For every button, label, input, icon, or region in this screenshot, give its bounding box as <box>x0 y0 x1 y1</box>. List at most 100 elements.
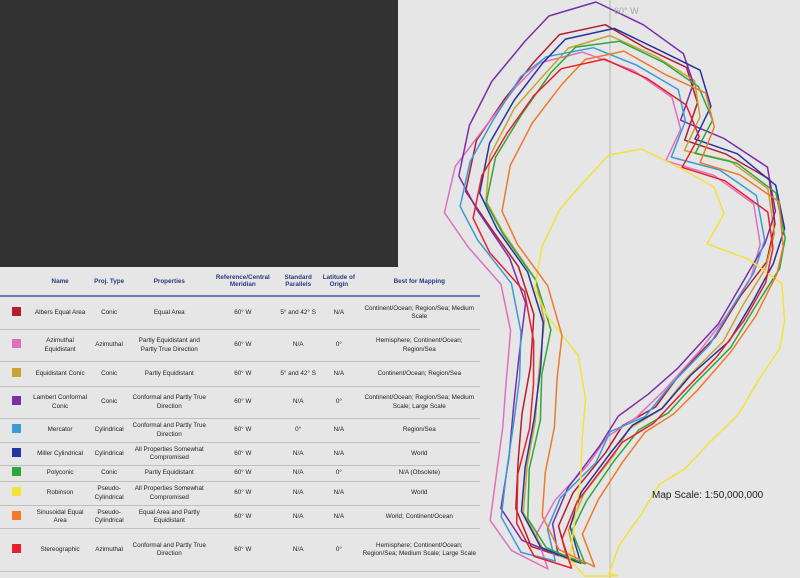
projection-type: Azimuthal <box>88 528 131 572</box>
central-meridian: 60° W <box>208 386 278 419</box>
best-for-mapping: Region/Sea <box>358 418 480 443</box>
standard-parallels: 5° and 42° S <box>277 296 320 330</box>
projection-name: Mercator <box>32 418 89 443</box>
projection-name: Stereographic <box>32 528 89 572</box>
central-meridian: 60° W <box>208 296 278 330</box>
color-swatch <box>11 487 21 497</box>
latitude-origin: 0° <box>319 528 359 572</box>
projection-name: Albers Equal Area <box>32 296 89 330</box>
projection-type: Pseudo-Cylindrical <box>88 481 131 506</box>
table-row: Polyconic Conic Partly Equidistant 60° W… <box>0 465 480 482</box>
best-for-mapping: World; Continent/Ocean <box>358 505 480 529</box>
table-row: Sinusoidal Equal Area Pseudo-Cylindrical… <box>0 505 480 529</box>
projection-properties: All Properties Somewhat Compromised <box>130 481 209 506</box>
standard-parallels: N/A <box>277 528 320 572</box>
outline-albers-equal-area <box>464 23 776 560</box>
central-meridian: 60° W <box>208 505 278 529</box>
projection-properties: All Properties Somewhat Compromised <box>130 442 209 466</box>
color-swatch <box>11 367 21 377</box>
projection-name: Robinson <box>32 481 89 506</box>
best-for-mapping: Hemisphere; Continent/Ocean; Region/Sea;… <box>358 528 480 572</box>
projection-properties: Conformal and Partly True Direction <box>130 418 209 443</box>
projection-type: Conic <box>88 361 131 387</box>
standard-parallels: N/A <box>277 505 320 529</box>
central-meridian: 60° W <box>208 361 278 387</box>
standard-parallels: N/A <box>277 465 320 482</box>
projection-type: Conic <box>88 386 131 419</box>
projection-map: 60° W Map Scale: 1:50,000,000 <box>398 0 800 578</box>
central-meridian: 60° W <box>208 418 278 443</box>
projection-name: Lambert Conformal Conic <box>32 386 89 419</box>
central-meridian: 60° W <box>208 481 278 506</box>
best-for-mapping: Continent/Ocean; Region/Sea; Medium Scal… <box>358 296 480 330</box>
standard-parallels: N/A <box>277 481 320 506</box>
projection-type: Conic <box>88 296 131 330</box>
best-for-mapping: N/A (Obsolete) <box>358 465 480 482</box>
projection-name: Azimuthal Equidistant <box>32 329 89 362</box>
header-origin: Latitude of Origin <box>319 267 359 297</box>
latitude-origin: N/A <box>319 505 359 529</box>
table-row: Lambert Conformal Conic Conic Conformal … <box>0 386 480 419</box>
outline-polyconic <box>485 40 786 565</box>
outline-sinusoidal-equal-area <box>501 50 784 568</box>
header-name: Name <box>32 267 89 297</box>
latitude-origin: N/A <box>319 481 359 506</box>
projection-type: Cylindrical <box>88 418 131 443</box>
latitude-origin: N/A <box>319 418 359 443</box>
color-swatch <box>11 306 21 316</box>
projection-type: Conic <box>88 465 131 482</box>
header-parallels: Standard Parallels <box>277 267 320 297</box>
projection-properties: Partly Equidistant <box>130 361 209 387</box>
best-for-mapping: Continent/Ocean; Region/Sea <box>358 361 480 387</box>
color-swatch <box>11 467 21 477</box>
projection-name: Miller Cylindrical <box>32 442 89 466</box>
header-swatch <box>0 267 32 297</box>
best-for-mapping: Continent/Ocean; Region/Sea; Medium Scal… <box>358 386 480 419</box>
standard-parallels: N/A <box>277 386 320 419</box>
table-row: Miller Cylindrical Cylindrical All Prope… <box>0 442 480 466</box>
header-meridian: Reference/Central Meridian <box>208 267 278 297</box>
projection-properties: Conformal and Partly True Direction <box>130 528 209 572</box>
blank-dark-panel <box>0 0 398 267</box>
projection-properties: Partly Equidistant <box>130 465 209 482</box>
outline-robinson <box>533 148 786 577</box>
latitude-origin: N/A <box>319 361 359 387</box>
latitude-origin: 0° <box>319 386 359 419</box>
best-for-mapping: World <box>358 481 480 506</box>
table-row: Equidistant Conic Conic Partly Equidista… <box>0 361 480 387</box>
table-row: Azimuthal Equidistant Azimuthal Partly E… <box>0 329 480 362</box>
color-swatch <box>11 510 21 520</box>
projection-type: Pseudo-Cylindrical <box>88 505 131 529</box>
central-meridian: 60° W <box>208 528 278 572</box>
projection-outlines-svg <box>443 0 786 578</box>
best-for-mapping: Hemisphere; Continent/Ocean; Region/Sea <box>358 329 480 362</box>
projection-type: Azimuthal <box>88 329 131 362</box>
color-swatch <box>11 424 21 434</box>
table-row: Robinson Pseudo-Cylindrical All Properti… <box>0 481 480 506</box>
latitude-origin: 0° <box>319 329 359 362</box>
latitude-origin: N/A <box>319 296 359 330</box>
latitude-origin: N/A <box>319 442 359 466</box>
projection-legend-table: Name Proj. Type Properties Reference/Cen… <box>0 267 480 572</box>
map-scale-label: Map Scale: 1:50,000,000 <box>652 490 764 501</box>
projection-name: Polyconic <box>32 465 89 482</box>
projection-name: Sinusoidal Equal Area <box>32 505 89 529</box>
meridian-label: 60° W <box>614 6 639 16</box>
central-meridian: 60° W <box>208 329 278 362</box>
color-swatch <box>11 339 21 349</box>
projection-properties: Equal Area <box>130 296 209 330</box>
projection-name: Equidistant Conic <box>32 361 89 387</box>
projection-properties: Conformal and Partly True Direction <box>130 386 209 419</box>
projection-properties: Partly Equidistant and Partly True Direc… <box>130 329 209 362</box>
color-swatch <box>11 447 21 457</box>
table-row: Stereographic Azimuthal Conformal and Pa… <box>0 528 480 572</box>
table-header-row: Name Proj. Type Properties Reference/Cen… <box>0 267 480 297</box>
color-swatch <box>11 543 21 553</box>
central-meridian: 60° W <box>208 465 278 482</box>
best-for-mapping: World <box>358 442 480 466</box>
outline-stereographic <box>472 58 774 569</box>
standard-parallels: 5° and 42° S <box>277 361 320 387</box>
header-type: Proj. Type <box>88 267 131 297</box>
color-swatch <box>11 396 21 406</box>
outline-mercator <box>459 46 766 562</box>
